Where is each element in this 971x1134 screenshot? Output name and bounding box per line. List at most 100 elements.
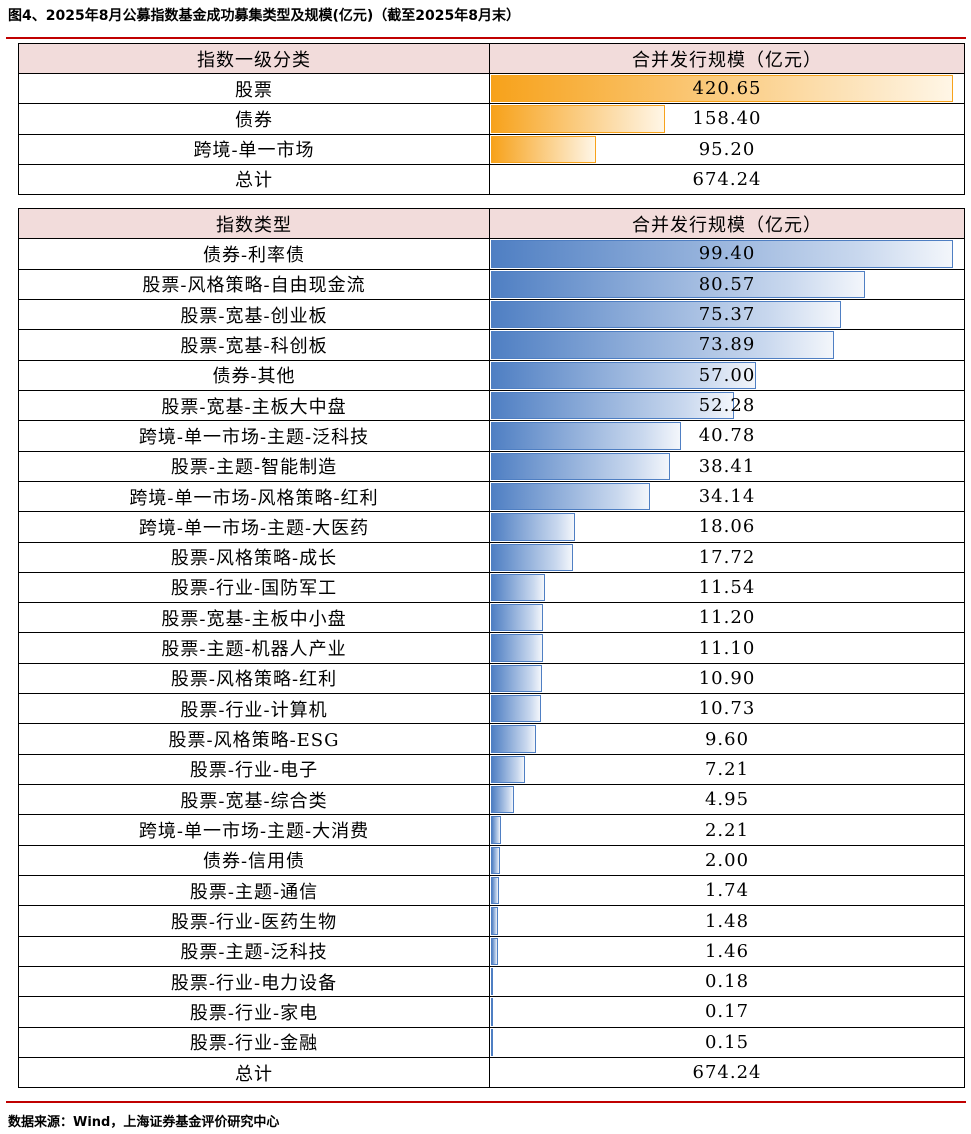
data-bar [491, 422, 681, 450]
data-row-value-cell: 7.21 [489, 753, 965, 786]
data-bar [491, 331, 835, 359]
header-label-cell: 指数一级分类 [18, 43, 490, 75]
cell-text: 52.28 [698, 395, 756, 417]
cell-text: 指数类型 [216, 214, 292, 236]
cell-text: 17.72 [698, 546, 756, 568]
data-row-label-cell: 跨境-单一市场-主题-大消费 [18, 814, 490, 846]
data-row-value-cell: 1.74 [489, 875, 965, 907]
data-row-label-cell: 股票-主题-机器人产业 [18, 632, 490, 664]
data-row-value-cell: 57.00 [489, 359, 965, 391]
data-bar [491, 786, 514, 814]
cell-text: 跨境-单一市场-主题-泛科技 [138, 426, 370, 448]
data-row-value-cell: 1.46 [489, 935, 965, 967]
cell-text: 跨境-单一市场-主题-大医药 [138, 517, 370, 539]
cell-text: 股票-行业-国防军工 [170, 578, 338, 600]
data-row-label-cell: 债券 [18, 103, 490, 135]
cell-text: 18.06 [698, 516, 756, 538]
data-row-value-cell: 0.17 [489, 996, 965, 1028]
bottom-rule [6, 1101, 966, 1103]
data-row-label-cell: 股票-主题-通信 [18, 875, 490, 907]
data-row-label-cell: 股票-行业-医药生物 [18, 905, 490, 937]
data-row-value-cell: 11.10 [489, 632, 965, 664]
cell-text: 57.00 [698, 364, 756, 386]
data-bar [491, 482, 650, 511]
data-row-label-cell: 股票-宽基-创业板 [18, 298, 490, 331]
cell-text: 674.24 [692, 1062, 762, 1084]
cell-text: 股票 [235, 79, 273, 101]
data-row-label-cell: 股票-主题-智能制造 [18, 450, 490, 482]
cell-text: 420.65 [692, 78, 762, 100]
data-bar [491, 543, 574, 571]
data-row-value-cell: 0.15 [489, 1026, 965, 1058]
cell-text: 股票-宽基-创业板 [180, 305, 328, 327]
cell-text: 10.73 [698, 698, 756, 720]
data-row-label-cell: 股票-宽基-科创板 [18, 329, 490, 361]
cell-text: 股票-宽基-科创板 [180, 335, 328, 357]
cell-text: 股票-宽基-主板中小盘 [161, 608, 347, 630]
data-bar [491, 452, 670, 480]
cell-text: 合并发行规模（亿元） [632, 214, 822, 236]
cell-text: 股票-行业-家电 [189, 1002, 319, 1024]
data-row-value-cell: 9.60 [489, 723, 965, 755]
cell-text: 债券-其他 [212, 366, 296, 388]
data-bar [491, 695, 541, 723]
data-row-value-cell: 11.20 [489, 602, 965, 634]
cell-text: 99.40 [698, 243, 756, 265]
data-bar [491, 664, 542, 693]
data-row-label-cell: 股票-宽基-综合类 [18, 784, 490, 816]
data-bar [491, 634, 543, 662]
data-row-label-cell: 跨境-单一市场-主题-泛科技 [18, 420, 490, 452]
cell-text: 股票-行业-金融 [189, 1033, 319, 1055]
data-row-label-cell: 股票-行业-计算机 [18, 693, 490, 725]
data-bar [491, 968, 493, 996]
data-bar [491, 573, 545, 602]
data-row-label-cell: 股票-风格策略-自由现金流 [18, 268, 490, 300]
data-bar [491, 998, 493, 1026]
data-row-value-cell: 52.28 [489, 389, 965, 422]
data-row-value-cell: 73.89 [489, 329, 965, 361]
data-row-value-cell: 11.54 [489, 571, 965, 604]
header-value-cell: 合并发行规模（亿元） [489, 208, 965, 240]
data-bar [491, 105, 665, 133]
data-row-value-cell: 10.73 [489, 693, 965, 725]
cell-text: 0.18 [704, 971, 750, 993]
data-row-value-cell: 40.78 [489, 420, 965, 452]
cell-text: 11.10 [698, 637, 756, 659]
data-row-value-cell: 75.37 [489, 298, 965, 331]
cell-text: 11.54 [698, 576, 756, 598]
data-row-value-cell: 1.48 [489, 905, 965, 937]
cell-text: 股票-行业-计算机 [180, 699, 328, 721]
data-bar [491, 300, 842, 329]
cell-text: 总计 [235, 1063, 273, 1085]
cell-text: 2.21 [704, 819, 750, 841]
data-bar [491, 75, 953, 103]
cell-text: 95.20 [698, 138, 756, 160]
data-row-value-cell: 99.40 [489, 238, 965, 270]
cell-text: 跨境-单一市场-主题-大消费 [138, 821, 370, 843]
source-note: 数据来源：Wind，上海证券基金评价研究中心 [8, 1115, 280, 1130]
data-row-value-cell: 2.00 [489, 844, 965, 877]
cell-text: 股票-主题-泛科技 [180, 942, 328, 964]
data-row-value-cell: 158.40 [489, 103, 965, 135]
data-row-value-cell: 80.57 [489, 268, 965, 300]
figure-title: 图4、2025年8月公募指数基金成功募集类型及规模(亿元)（截至2025年8月末… [8, 8, 520, 24]
data-bar [491, 604, 544, 632]
data-row-label-cell: 股票-风格策略-成长 [18, 541, 490, 573]
cell-text: 债券 [235, 109, 273, 131]
cell-text: 1.74 [704, 880, 750, 902]
cell-text: 4.95 [704, 789, 750, 811]
data-bar [491, 877, 500, 905]
data-bar [491, 907, 498, 935]
data-bar [491, 755, 525, 784]
data-row-value-cell: 17.72 [489, 541, 965, 573]
data-bar [491, 1028, 493, 1056]
cell-text: 股票-行业-医药生物 [170, 912, 338, 934]
data-row-value-cell: 95.20 [489, 133, 965, 165]
total-row-label-cell: 总计 [18, 163, 490, 195]
data-row-label-cell: 债券-其他 [18, 359, 490, 391]
cell-text: 跨境-单一市场 [193, 140, 315, 162]
cell-text: 1.46 [704, 940, 750, 962]
cell-text: 34.14 [698, 486, 756, 508]
data-row-value-cell: 34.14 [489, 480, 965, 513]
